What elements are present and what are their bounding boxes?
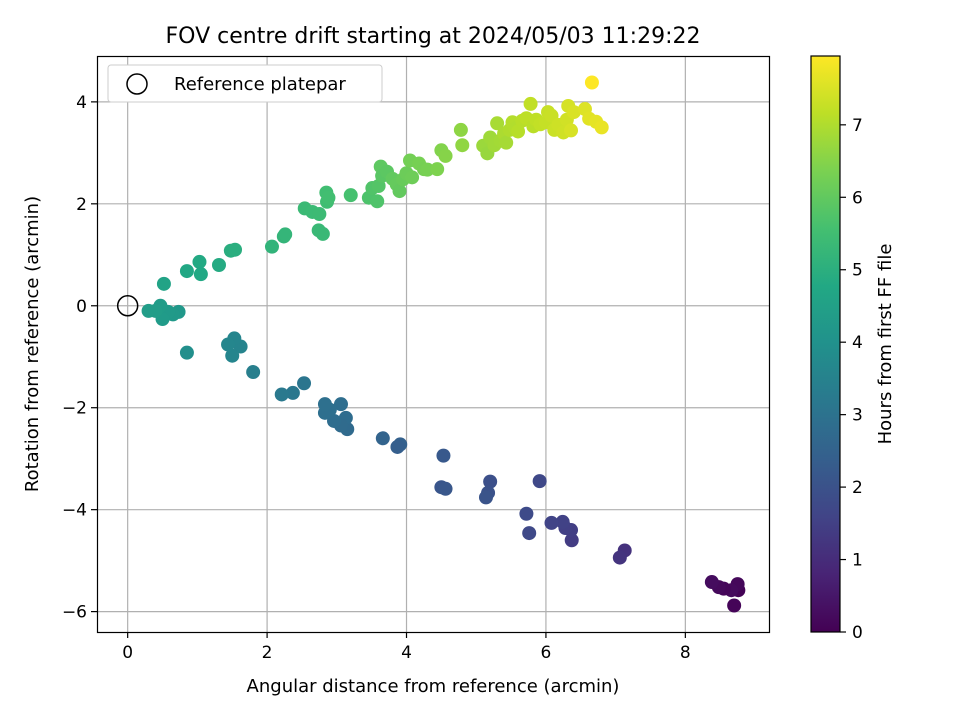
- data-point: [511, 124, 526, 139]
- colorbar: 0 1 2 3 4 5 6 7 Hours from first FF file: [810, 55, 896, 643]
- data-point: [478, 490, 493, 505]
- data-point: [566, 105, 581, 120]
- legend-label: Reference platepar: [174, 74, 346, 95]
- data-point: [343, 188, 358, 203]
- data-point: [221, 337, 236, 352]
- data-point: [333, 397, 348, 412]
- x-axis-label: Angular distance from reference (arcmin): [247, 676, 620, 697]
- data-point: [483, 474, 498, 489]
- data-point: [438, 148, 453, 163]
- data-point: [285, 385, 300, 400]
- chart-title: FOV centre drift starting at 2024/05/03 …: [166, 24, 701, 49]
- colorbar-label: Hours from first FF file: [875, 244, 896, 445]
- data-point: [211, 257, 226, 272]
- data-point: [519, 506, 534, 521]
- reference-platepar-marker: [116, 295, 139, 317]
- grid-lines: [97, 56, 769, 632]
- data-points: [116, 75, 746, 613]
- data-point: [141, 303, 156, 318]
- data-point: [564, 533, 579, 548]
- x-tick-label: 4: [401, 643, 412, 663]
- data-point: [544, 515, 559, 530]
- data-point: [179, 264, 194, 279]
- colorbar-gradient: [810, 55, 841, 633]
- data-point: [612, 550, 627, 565]
- colorbar-tick-label: 6: [852, 188, 863, 208]
- x-tick-label: 2: [262, 643, 273, 663]
- data-point: [430, 162, 445, 177]
- data-point: [327, 413, 342, 428]
- data-point: [225, 348, 240, 363]
- colorbar-tick-label: 2: [852, 478, 863, 498]
- data-point: [278, 227, 293, 242]
- data-point: [532, 474, 547, 489]
- legend-box: [107, 64, 383, 103]
- data-point: [321, 190, 336, 205]
- data-point: [564, 123, 579, 138]
- data-point: [274, 387, 289, 402]
- data-point: [490, 116, 505, 131]
- x-tick-label: 8: [680, 643, 691, 663]
- y-tick-label: −2: [62, 399, 87, 419]
- data-point: [375, 431, 390, 446]
- data-point: [555, 514, 570, 529]
- data-point: [499, 135, 514, 150]
- data-point: [436, 448, 451, 463]
- data-point: [312, 207, 327, 222]
- colorbar-ticks: 0 1 2 3 4 5 6 7: [840, 116, 863, 643]
- data-point: [370, 194, 385, 209]
- y-axis-label: Rotation from reference (arcmin): [22, 196, 43, 492]
- data-point: [317, 397, 332, 412]
- colorbar-tick-label: 5: [852, 261, 863, 281]
- y-tick-label: −6: [62, 603, 87, 623]
- data-point: [522, 526, 537, 541]
- colorbar-tick-label: 3: [852, 406, 863, 426]
- data-point: [228, 242, 243, 257]
- data-point: [523, 96, 538, 111]
- legend-reference-marker: [126, 73, 148, 95]
- data-point: [246, 365, 261, 380]
- data-point: [264, 239, 279, 254]
- data-point: [193, 267, 208, 282]
- colorbar-tick-label: 1: [852, 551, 863, 571]
- data-point: [455, 138, 470, 153]
- plot-frame: [96, 55, 771, 634]
- data-point: [315, 226, 330, 241]
- data-point: [297, 376, 312, 391]
- x-tick-label: 6: [541, 643, 552, 663]
- data-point: [594, 120, 609, 135]
- data-point: [704, 575, 719, 590]
- data-point: [192, 254, 207, 269]
- data-point: [438, 481, 453, 496]
- data-point: [390, 439, 405, 454]
- data-point: [453, 122, 468, 137]
- data-point: [179, 345, 194, 360]
- colorbar-tick-label: 7: [852, 116, 863, 136]
- colorbar-tick-label: 4: [852, 333, 863, 353]
- y-tick-label: 2: [76, 195, 87, 215]
- colorbar-tick-label: 0: [852, 623, 863, 643]
- legend: Reference platepar: [107, 64, 383, 103]
- data-point: [584, 75, 599, 90]
- y-tick-label: 4: [76, 93, 87, 113]
- data-point: [405, 170, 420, 185]
- y-tick-label: −4: [62, 501, 87, 521]
- data-point: [727, 598, 742, 613]
- data-point: [392, 184, 407, 199]
- data-point: [156, 276, 171, 291]
- y-tick-label: 0: [76, 297, 87, 317]
- x-tick-label: 0: [122, 643, 133, 663]
